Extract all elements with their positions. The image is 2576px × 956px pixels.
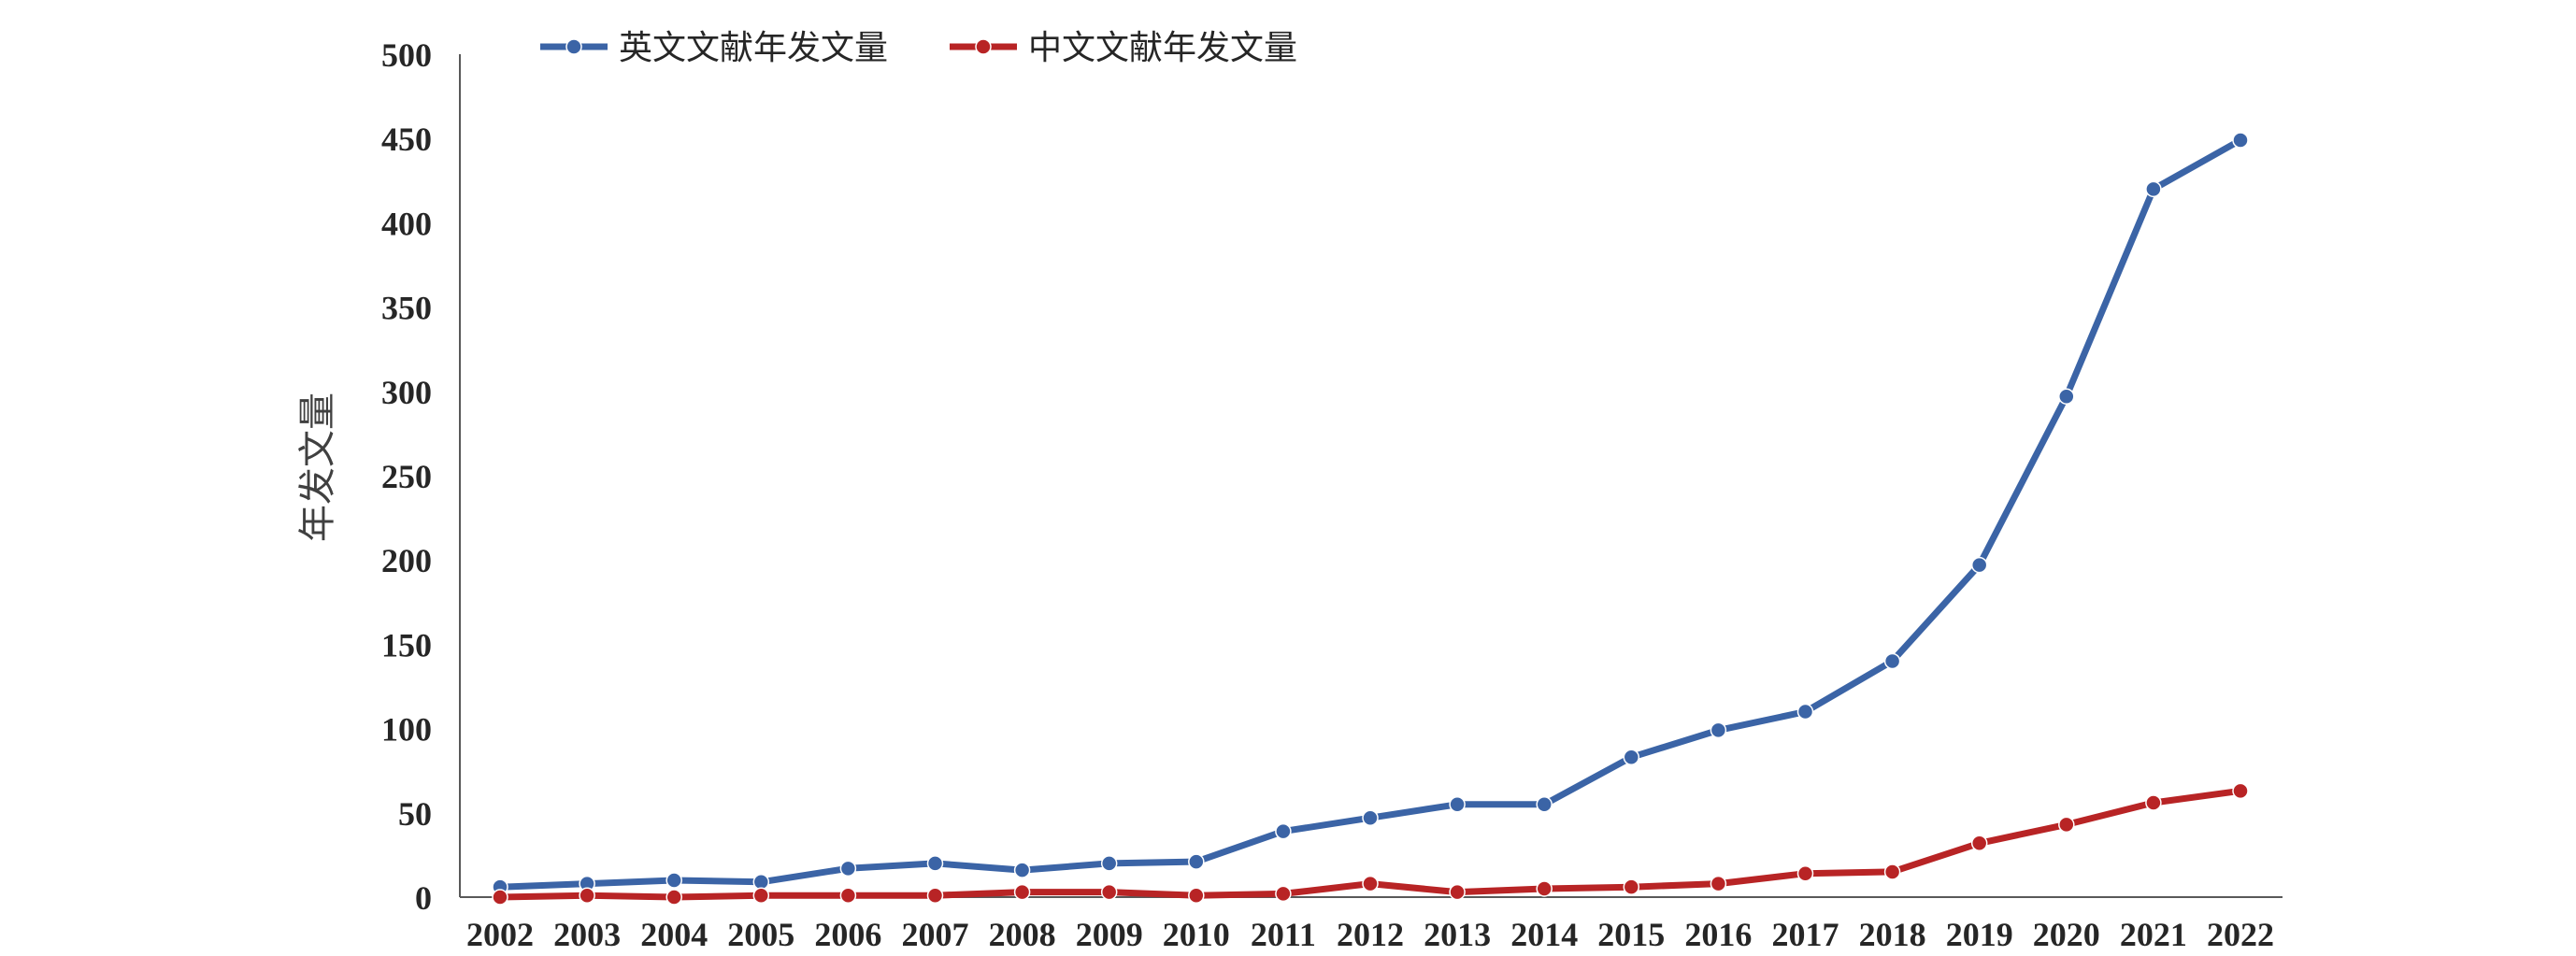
axes — [459, 54, 2283, 898]
data-point — [1449, 883, 1466, 901]
data-point — [1013, 862, 1031, 878]
x-tick-label: 2008 — [989, 916, 1056, 953]
data-point — [1100, 883, 1118, 901]
legend-swatch-marker — [565, 38, 582, 55]
x-tick-label: 2021 — [2120, 916, 2187, 953]
legend: 英文文献年发文量 中文文献年发文量 — [540, 29, 1297, 67]
data-point — [1188, 887, 1205, 904]
data-point — [1188, 853, 1205, 870]
data-point — [1710, 875, 1727, 892]
x-tick-label: 2012 — [1337, 916, 1404, 953]
x-tick-label: 2019 — [1946, 916, 2013, 953]
x-tick-label: 2020 — [2033, 916, 2100, 953]
data-point — [1623, 749, 1640, 766]
data-point — [1362, 809, 1379, 826]
data-point — [2058, 388, 2075, 405]
legend-swatch-marker — [975, 38, 992, 55]
x-tick-label: 2009 — [1076, 916, 1143, 953]
data-point — [1970, 556, 1988, 574]
data-point — [926, 887, 944, 904]
y-tick-label: 50 — [398, 795, 432, 833]
data-point — [1536, 880, 1553, 897]
legend-label: 英文文献年发文量 — [619, 29, 888, 67]
y-tick-label: 300 — [381, 374, 432, 411]
x-tick-labels: 2002 2003 2004 2005 2006 2007 2008 2009 2010 2011… — [466, 916, 2274, 953]
legend-item: 英文文献年发文量 — [540, 29, 888, 67]
series-0 — [492, 132, 2249, 895]
y-tick-label: 100 — [381, 711, 432, 749]
data-point — [579, 887, 595, 904]
legend-label: 中文文献年发文量 — [1028, 29, 1297, 67]
data-point — [839, 887, 857, 904]
x-tick-label: 2003 — [553, 916, 621, 953]
x-tick-label: 2006 — [814, 916, 881, 953]
data-point — [2058, 816, 2075, 834]
x-tick-label: 2010 — [1163, 916, 1230, 953]
y-tick-label: 150 — [381, 626, 432, 663]
data-point — [752, 874, 770, 891]
x-tick-label: 2022 — [2207, 916, 2274, 953]
data-point — [752, 887, 770, 904]
x-tick-label: 2017 — [1772, 916, 1839, 953]
data-point — [665, 872, 682, 889]
y-tick-label: 200 — [381, 542, 432, 579]
x-tick-label: 2018 — [1859, 916, 1926, 953]
data-point — [1100, 855, 1118, 872]
data-point — [1796, 864, 1814, 882]
data-point — [1883, 863, 1901, 880]
data-point — [2145, 180, 2162, 198]
data-point — [1970, 835, 1988, 852]
x-tick-label: 2011 — [1251, 916, 1316, 953]
data-point — [1362, 875, 1379, 892]
data-point — [926, 855, 944, 872]
series-layer — [492, 132, 2249, 906]
data-point — [2145, 794, 2162, 811]
y-axis-title: 年发文量 — [296, 392, 339, 542]
y-tick-label: 450 — [381, 121, 432, 158]
data-point — [1710, 721, 1727, 739]
data-point — [1536, 796, 1553, 813]
series-1 — [492, 782, 2249, 906]
y-tick-label: 0 — [415, 879, 432, 917]
y-tick-label: 400 — [381, 205, 432, 242]
x-tick-label: 2004 — [640, 916, 708, 953]
x-tick-label: 2015 — [1597, 916, 1665, 953]
y-tick-label: 350 — [381, 290, 432, 327]
data-point — [1275, 885, 1292, 903]
x-tick-label: 2014 — [1510, 916, 1578, 953]
data-point — [1449, 796, 1466, 813]
y-tick-labels: 0 50 100 150 200 250 300 350 400 450 500 — [381, 36, 432, 917]
data-point — [1275, 822, 1292, 840]
data-point — [665, 889, 682, 906]
data-point — [492, 889, 508, 906]
series-line — [496, 136, 2244, 891]
x-tick-label: 2007 — [902, 916, 969, 953]
data-point — [839, 860, 857, 878]
data-point — [1883, 652, 1901, 670]
x-tick-label: 2005 — [727, 916, 794, 953]
data-point — [2232, 132, 2249, 149]
data-point — [1013, 883, 1031, 901]
data-point — [1623, 878, 1640, 895]
y-tick-label: 250 — [381, 458, 432, 495]
legend-item: 中文文献年发文量 — [950, 29, 1297, 67]
data-point — [1796, 703, 1814, 721]
y-tick-label: 500 — [381, 36, 432, 74]
x-tick-label: 2013 — [1424, 916, 1491, 953]
x-tick-label: 2016 — [1684, 916, 1752, 953]
x-tick-label: 2002 — [466, 916, 534, 953]
data-point — [2232, 782, 2249, 800]
